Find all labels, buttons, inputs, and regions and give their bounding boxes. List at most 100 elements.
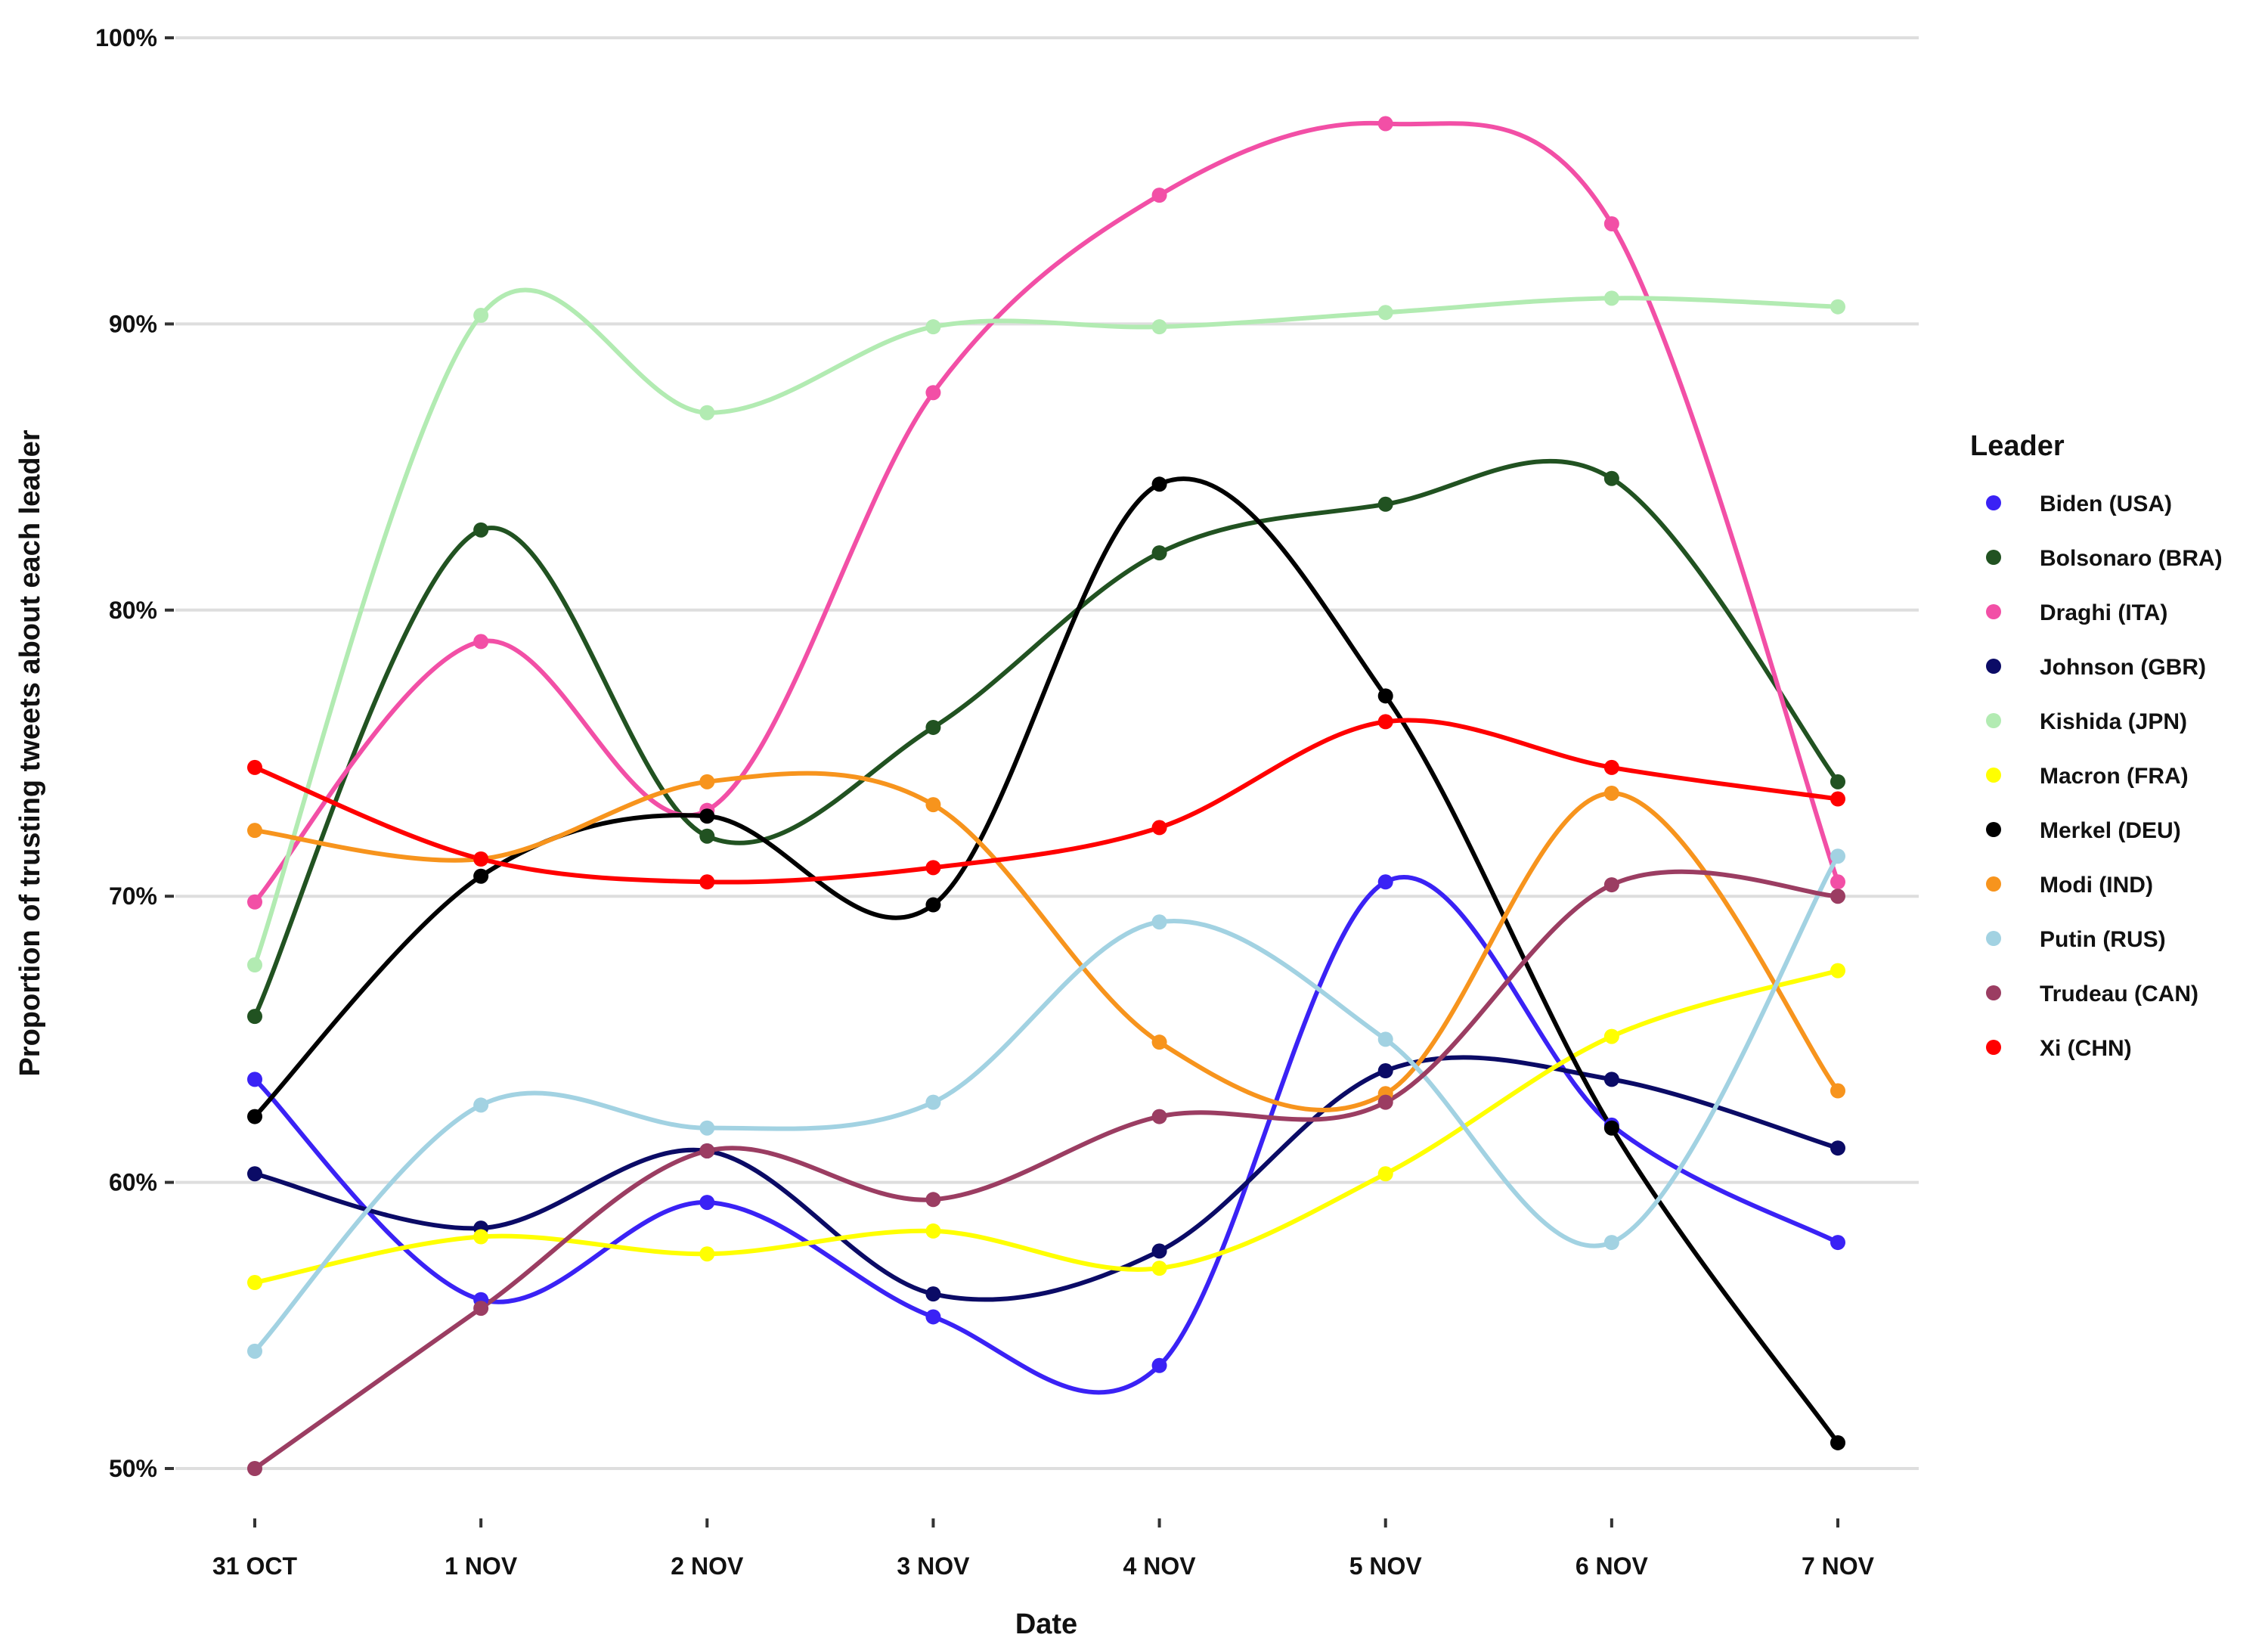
y-tick-label: 60% [109, 1169, 157, 1196]
data-point-putin-rus [247, 1343, 262, 1359]
legend-key-xi-chn [1986, 1040, 2001, 1055]
legend-key-trudeau-can [1986, 985, 2001, 1000]
data-point-macron-fra [473, 1229, 489, 1245]
legend-title: Leader [1970, 430, 2065, 462]
data-point-modi-ind [1603, 785, 1619, 801]
series-line-trudeau-can [253, 869, 1839, 1471]
data-point-kishida-jpn [1151, 319, 1167, 335]
data-point-biden-usa [1151, 1357, 1167, 1373]
x-axis: 31 OCT 1 NOV 2 NOV 3 NOV 4 NOV 5 NOV 6 NOV 7 NO… [212, 1518, 1875, 1580]
data-point-kishida-jpn [473, 308, 489, 324]
data-point-trudeau-can [1377, 1094, 1393, 1110]
legend-key-johnson-gbr [1986, 659, 2001, 674]
data-point-biden-usa [925, 1309, 941, 1325]
data-point-xi-chn [1603, 759, 1619, 775]
x-tick-label: 2 NOV [671, 1552, 744, 1580]
data-point-trudeau-can [247, 1461, 262, 1476]
data-point-trudeau-can [925, 1192, 941, 1208]
x-tick-label: 7 NOV [1802, 1552, 1875, 1580]
legend-key-bolsonaro-bra [1986, 550, 2001, 565]
data-point-draghi-ita [473, 634, 489, 650]
data-point-bolsonaro-bra [247, 1009, 262, 1025]
y-axis-title: Proportion of trusting tweets about each… [14, 430, 46, 1076]
legend-key-kishida-jpn [1986, 713, 2001, 728]
x-tick-label: 3 NOV [897, 1552, 970, 1580]
data-point-merkel-deu [1603, 1120, 1619, 1136]
data-point-putin-rus [1151, 914, 1167, 930]
series-points [247, 116, 1845, 1476]
legend-label-macron-fra: Macron (FRA) [2040, 764, 2189, 789]
data-point-bolsonaro-bra [925, 719, 941, 735]
data-point-putin-rus [1830, 848, 1845, 864]
data-point-xi-chn [925, 860, 941, 876]
data-point-xi-chn [1151, 820, 1167, 836]
data-point-xi-chn [1830, 791, 1845, 807]
data-point-johnson-gbr [925, 1286, 941, 1302]
data-point-bolsonaro-bra [1377, 496, 1393, 512]
legend-label-biden-usa: Biden (USA) [2040, 492, 2172, 516]
legend-label-xi-chn: Xi (CHN) [2040, 1036, 2132, 1061]
data-point-merkel-deu [1377, 688, 1393, 704]
legend: Leader Biden (USA) Bolsonaro (BRA) Draghi … [1970, 430, 2223, 1061]
legend-label-modi-ind: Modi (IND) [2040, 873, 2153, 898]
y-tick-label: 50% [109, 1455, 157, 1482]
data-point-kishida-jpn [925, 319, 941, 335]
legend-label-merkel-deu: Merkel (DEU) [2040, 818, 2181, 843]
y-tick-label: 100% [95, 24, 157, 51]
x-tick-label: 6 NOV [1576, 1552, 1649, 1580]
data-point-kishida-jpn [699, 405, 715, 420]
data-point-merkel-deu [247, 1109, 262, 1124]
y-axis: 50% 60% 70% 80% 90% 100% [95, 24, 174, 1482]
data-point-bolsonaro-bra [1603, 470, 1619, 486]
legend-label-johnson-gbr: Johnson (GBR) [2040, 655, 2206, 680]
data-point-johnson-gbr [1603, 1072, 1619, 1087]
x-axis-title: Date [1015, 1608, 1077, 1640]
data-point-kishida-jpn [1377, 305, 1393, 321]
data-point-draghi-ita [1151, 188, 1167, 203]
x-tick-label: 5 NOV [1349, 1552, 1423, 1580]
data-point-biden-usa [1377, 874, 1393, 890]
data-point-kishida-jpn [1830, 299, 1845, 315]
series-line-draghi-ita [253, 120, 1840, 904]
legend-key-biden-usa [1986, 495, 2001, 510]
data-point-xi-chn [1377, 714, 1393, 730]
data-point-bolsonaro-bra [473, 522, 489, 538]
legend-label-trudeau-can: Trudeau (CAN) [2040, 982, 2198, 1006]
data-point-macron-fra [1603, 1028, 1619, 1044]
series-line-bolsonaro-bra [253, 458, 1840, 1018]
data-point-trudeau-can [1603, 877, 1619, 893]
data-point-johnson-gbr [247, 1166, 262, 1182]
y-tick-label: 90% [109, 310, 157, 337]
data-point-trudeau-can [1151, 1109, 1167, 1124]
y-tick-label: 70% [109, 882, 157, 910]
legend-key-merkel-deu [1986, 822, 2001, 837]
data-point-xi-chn [247, 759, 262, 775]
data-point-merkel-deu [925, 897, 941, 913]
data-point-merkel-deu [473, 868, 489, 884]
legend-label-bolsonaro-bra: Bolsonaro (BRA) [2040, 546, 2223, 571]
data-point-merkel-deu [699, 808, 715, 824]
data-point-trudeau-can [473, 1301, 489, 1317]
data-point-putin-rus [699, 1120, 715, 1136]
data-point-johnson-gbr [1151, 1243, 1167, 1259]
data-point-xi-chn [473, 851, 489, 867]
data-point-trudeau-can [699, 1143, 715, 1158]
data-point-modi-ind [247, 823, 262, 839]
data-point-trudeau-can [1830, 889, 1845, 904]
data-point-draghi-ita [247, 894, 262, 910]
legend-key-putin-rus [1986, 931, 2001, 946]
data-point-macron-fra [1151, 1261, 1167, 1276]
data-point-draghi-ita [1377, 116, 1393, 132]
y-tick-label: 80% [109, 597, 157, 624]
legend-key-macron-fra [1986, 768, 2001, 783]
data-point-bolsonaro-bra [1830, 774, 1845, 789]
data-point-macron-fra [1377, 1166, 1393, 1182]
series-line-xi-chn [253, 718, 1839, 885]
data-point-macron-fra [247, 1275, 262, 1291]
series-line-johnson-gbr [254, 1055, 1839, 1302]
data-point-macron-fra [1830, 963, 1845, 979]
data-point-draghi-ita [925, 385, 941, 401]
x-tick-label: 4 NOV [1123, 1552, 1197, 1580]
data-point-draghi-ita [1603, 216, 1619, 231]
